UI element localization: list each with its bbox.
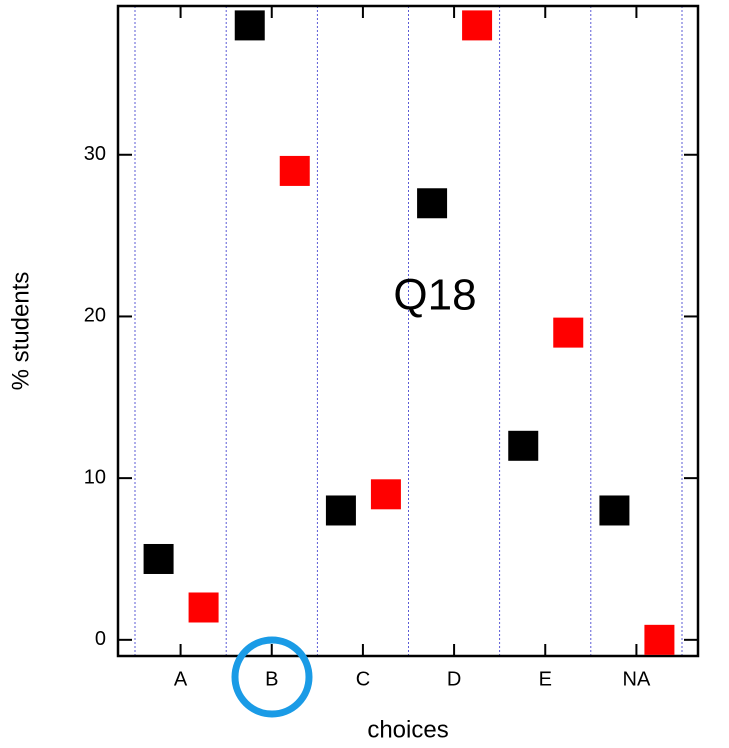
- x-tick-label: A: [174, 668, 188, 690]
- y-tick-label: 0: [95, 628, 106, 650]
- x-tick-label: NA: [623, 668, 651, 690]
- x-tick-label: D: [447, 668, 461, 690]
- point: [325, 495, 356, 526]
- point: [279, 155, 310, 186]
- x-tick-label: B: [265, 668, 278, 690]
- point: [234, 10, 265, 41]
- point: [644, 624, 675, 655]
- point: [143, 543, 174, 574]
- y-tick-label: 10: [84, 466, 106, 488]
- point: [508, 430, 539, 461]
- point: [462, 10, 493, 41]
- plot-frame: [116, 4, 700, 658]
- point: [188, 592, 219, 623]
- point: [553, 317, 584, 348]
- annotation: Q18: [393, 271, 476, 320]
- y-tick-label: 20: [84, 305, 106, 327]
- highlight-circle: [231, 636, 313, 718]
- x-axis-label: choices: [367, 716, 448, 743]
- point: [599, 495, 630, 526]
- point: [370, 479, 401, 510]
- x-tick-label: E: [539, 668, 552, 690]
- point: [417, 188, 448, 219]
- x-tick-label: C: [356, 668, 370, 690]
- y-axis-label: % students: [7, 272, 34, 391]
- y-tick-label: 30: [84, 143, 106, 165]
